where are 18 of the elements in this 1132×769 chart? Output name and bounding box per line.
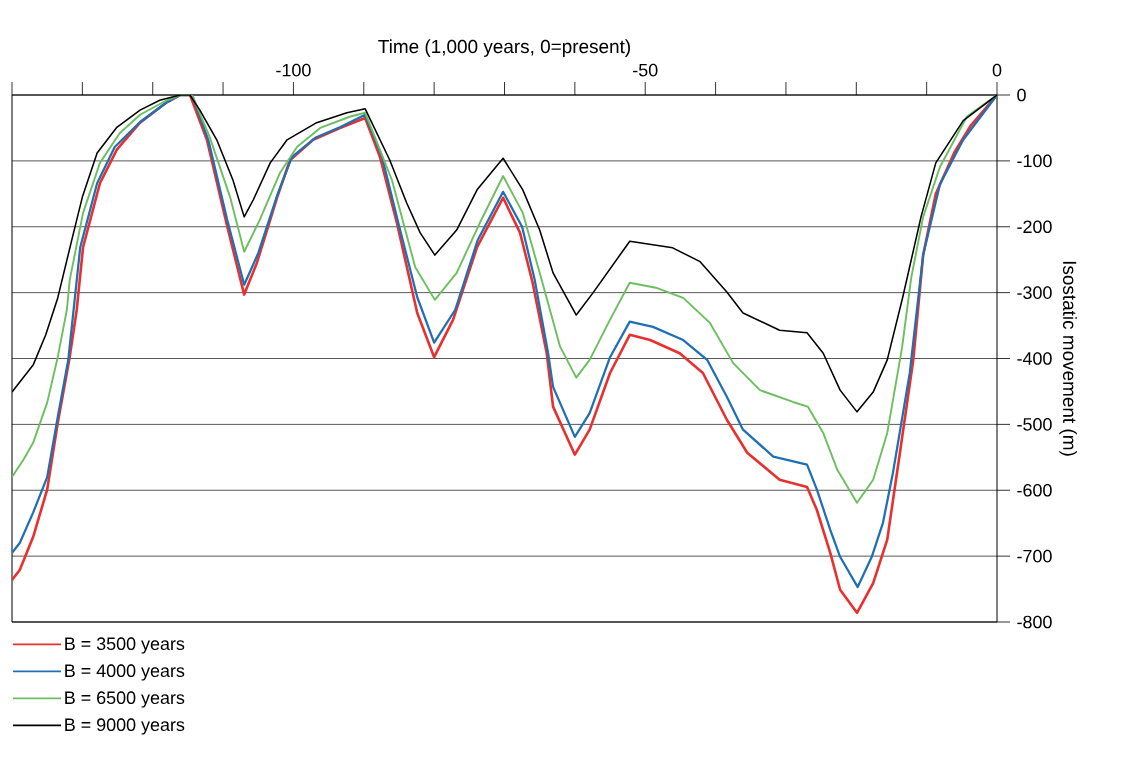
y-tick-label: -200 — [1017, 220, 1052, 234]
y-tick-label: -800 — [1017, 615, 1052, 629]
y-tick-label: -100 — [1017, 154, 1052, 168]
y-tick-label: 0 — [1017, 88, 1026, 102]
legend-label: B = 4000 years — [65, 664, 185, 681]
y-tick-label: -700 — [1017, 549, 1052, 563]
y-tick-label: -300 — [1017, 286, 1052, 299]
x-tick-label: -50 — [633, 63, 658, 77]
legend-label: B = 6500 years — [65, 691, 185, 708]
y-axis-title: Isostatic movement (m) — [1059, 261, 1077, 456]
legend-label: B = 3500 years — [65, 637, 185, 654]
legend-label: B = 9000 years — [65, 718, 185, 735]
y-tick-label: -600 — [1017, 483, 1052, 497]
x-tick-label: 0 — [992, 63, 1002, 77]
x-axis-title: Time (1,000 years, 0=present) — [378, 39, 630, 57]
y-tick-label: -500 — [1017, 418, 1052, 431]
y-tick-label: -400 — [1017, 352, 1052, 365]
x-tick-label: -100 — [276, 63, 311, 77]
